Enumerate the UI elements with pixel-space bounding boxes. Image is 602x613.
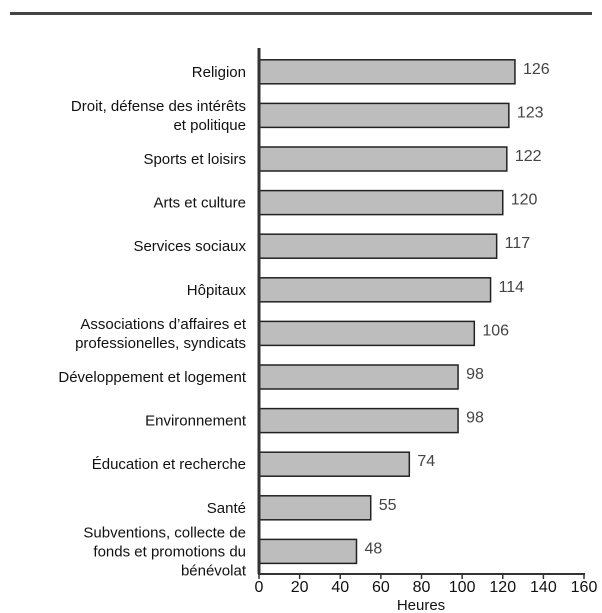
bar bbox=[258, 451, 411, 477]
category-label-line: et politique bbox=[173, 117, 246, 134]
category-label-line: bénévolat bbox=[181, 562, 247, 579]
value-label: 126 bbox=[523, 61, 550, 78]
bar bbox=[258, 277, 492, 303]
x-tick-label: 40 bbox=[331, 579, 349, 596]
category-label: Environnement bbox=[145, 413, 247, 430]
category-label-line: Arts et culture bbox=[153, 195, 246, 212]
x-axis-title: Heures bbox=[397, 597, 445, 613]
value-label: 98 bbox=[466, 410, 484, 427]
category-label-line: Santé bbox=[207, 500, 246, 517]
category-label: Développement et logement bbox=[58, 369, 246, 386]
category-label-line: Hôpitaux bbox=[187, 282, 247, 299]
bar bbox=[258, 320, 476, 347]
category-label: Sports et loisirs bbox=[143, 151, 246, 168]
category-label-line: Sports et loisirs bbox=[143, 151, 246, 168]
value-label: 117 bbox=[505, 235, 531, 252]
x-tick-label: 100 bbox=[449, 579, 476, 596]
x-axis: 0 20 40 60 80 100 120 140 160 bbox=[255, 573, 598, 596]
bar bbox=[258, 189, 504, 216]
bar bbox=[258, 364, 459, 390]
x-tick-label: 80 bbox=[413, 579, 431, 596]
category-label-line: Subventions, collecte de bbox=[83, 524, 246, 541]
value-label: 48 bbox=[365, 540, 383, 557]
category-label: Associations d’affaires et professionelle… bbox=[75, 316, 247, 352]
category-label: Droit, défense des intérêts et politique bbox=[71, 98, 246, 134]
value-label: 123 bbox=[517, 104, 544, 121]
category-labels: Religion Droit, défense des intérêts et po… bbox=[58, 64, 246, 580]
x-tick-label: 140 bbox=[530, 579, 557, 596]
category-label-line: Développement et logement bbox=[58, 369, 246, 386]
x-tick-label: 120 bbox=[489, 579, 516, 596]
bar bbox=[258, 495, 372, 521]
category-label-line: Associations d’affaires et bbox=[80, 316, 246, 333]
bar bbox=[258, 538, 358, 565]
bars bbox=[258, 59, 516, 565]
value-label: 114 bbox=[499, 279, 525, 296]
value-label: 98 bbox=[466, 366, 484, 383]
bar bbox=[258, 233, 498, 259]
category-label: Services sociaux bbox=[133, 238, 246, 255]
category-label: Éducation et recherche bbox=[92, 456, 246, 473]
category-label-line: professionelles, syndicats bbox=[75, 335, 246, 352]
category-label: Hôpitaux bbox=[187, 282, 247, 299]
value-label: 120 bbox=[511, 192, 538, 209]
value-label: 74 bbox=[417, 453, 435, 470]
value-label: 106 bbox=[482, 322, 509, 339]
category-label-line: Religion bbox=[192, 64, 246, 81]
category-label: Subventions, collecte de fonds et promoti… bbox=[83, 524, 246, 579]
bar bbox=[258, 102, 510, 129]
top-rule bbox=[10, 12, 592, 15]
category-label-line: Services sociaux bbox=[133, 238, 246, 255]
x-tick-label: 20 bbox=[291, 579, 309, 596]
bar bbox=[258, 146, 508, 172]
category-label: Santé bbox=[207, 500, 246, 517]
value-labels: 126 123 122 120 117 114 106 98 98 74 55 48 bbox=[365, 61, 550, 558]
x-tick-label: 0 bbox=[255, 579, 264, 596]
bar bbox=[258, 59, 516, 85]
category-label: Religion bbox=[192, 64, 246, 81]
category-label-line: Éducation et recherche bbox=[92, 456, 246, 473]
category-label: Arts et culture bbox=[153, 195, 246, 212]
value-label: 55 bbox=[379, 497, 397, 514]
x-tick-label: 160 bbox=[571, 579, 598, 596]
bar bbox=[258, 407, 459, 434]
value-label: 122 bbox=[515, 148, 542, 165]
category-label-line: Environnement bbox=[145, 413, 247, 430]
category-label-line: Droit, défense des intérêts bbox=[71, 98, 246, 115]
category-label-line: fonds et promotions du bbox=[93, 543, 246, 560]
x-tick-label: 60 bbox=[372, 579, 390, 596]
